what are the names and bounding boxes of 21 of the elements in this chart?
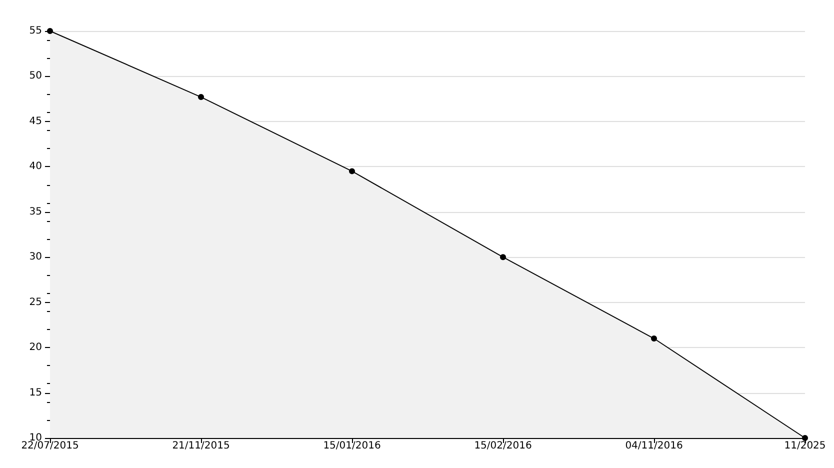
y-tick-label: 50 <box>29 70 42 82</box>
x-tick-label: 22/07/2015 <box>21 440 79 452</box>
y-tick-label: 15 <box>29 387 42 398</box>
x-tick-label: 11/2025 <box>784 440 826 452</box>
point <box>349 168 355 174</box>
y-tick-label: 55 <box>29 26 42 36</box>
y-tick-label: 20 <box>29 342 42 354</box>
y-tick-label: 35 <box>29 206 42 218</box>
x-tick-label: 21/11/2015 <box>172 440 230 452</box>
y-tick-label: 40 <box>29 161 42 172</box>
y-tick-label: 30 <box>29 252 42 263</box>
point <box>198 94 204 100</box>
point <box>651 336 657 342</box>
point <box>500 254 506 260</box>
x-tick-label: 15/02/2016 <box>474 440 532 452</box>
y-tick-label: 25 <box>29 296 42 308</box>
x-tick-label: 15/01/2016 <box>323 440 381 452</box>
x-tick-label: 04/11/2016 <box>625 440 683 452</box>
y-tick-label: 45 <box>29 116 42 127</box>
point <box>802 435 808 441</box>
point <box>47 28 53 34</box>
